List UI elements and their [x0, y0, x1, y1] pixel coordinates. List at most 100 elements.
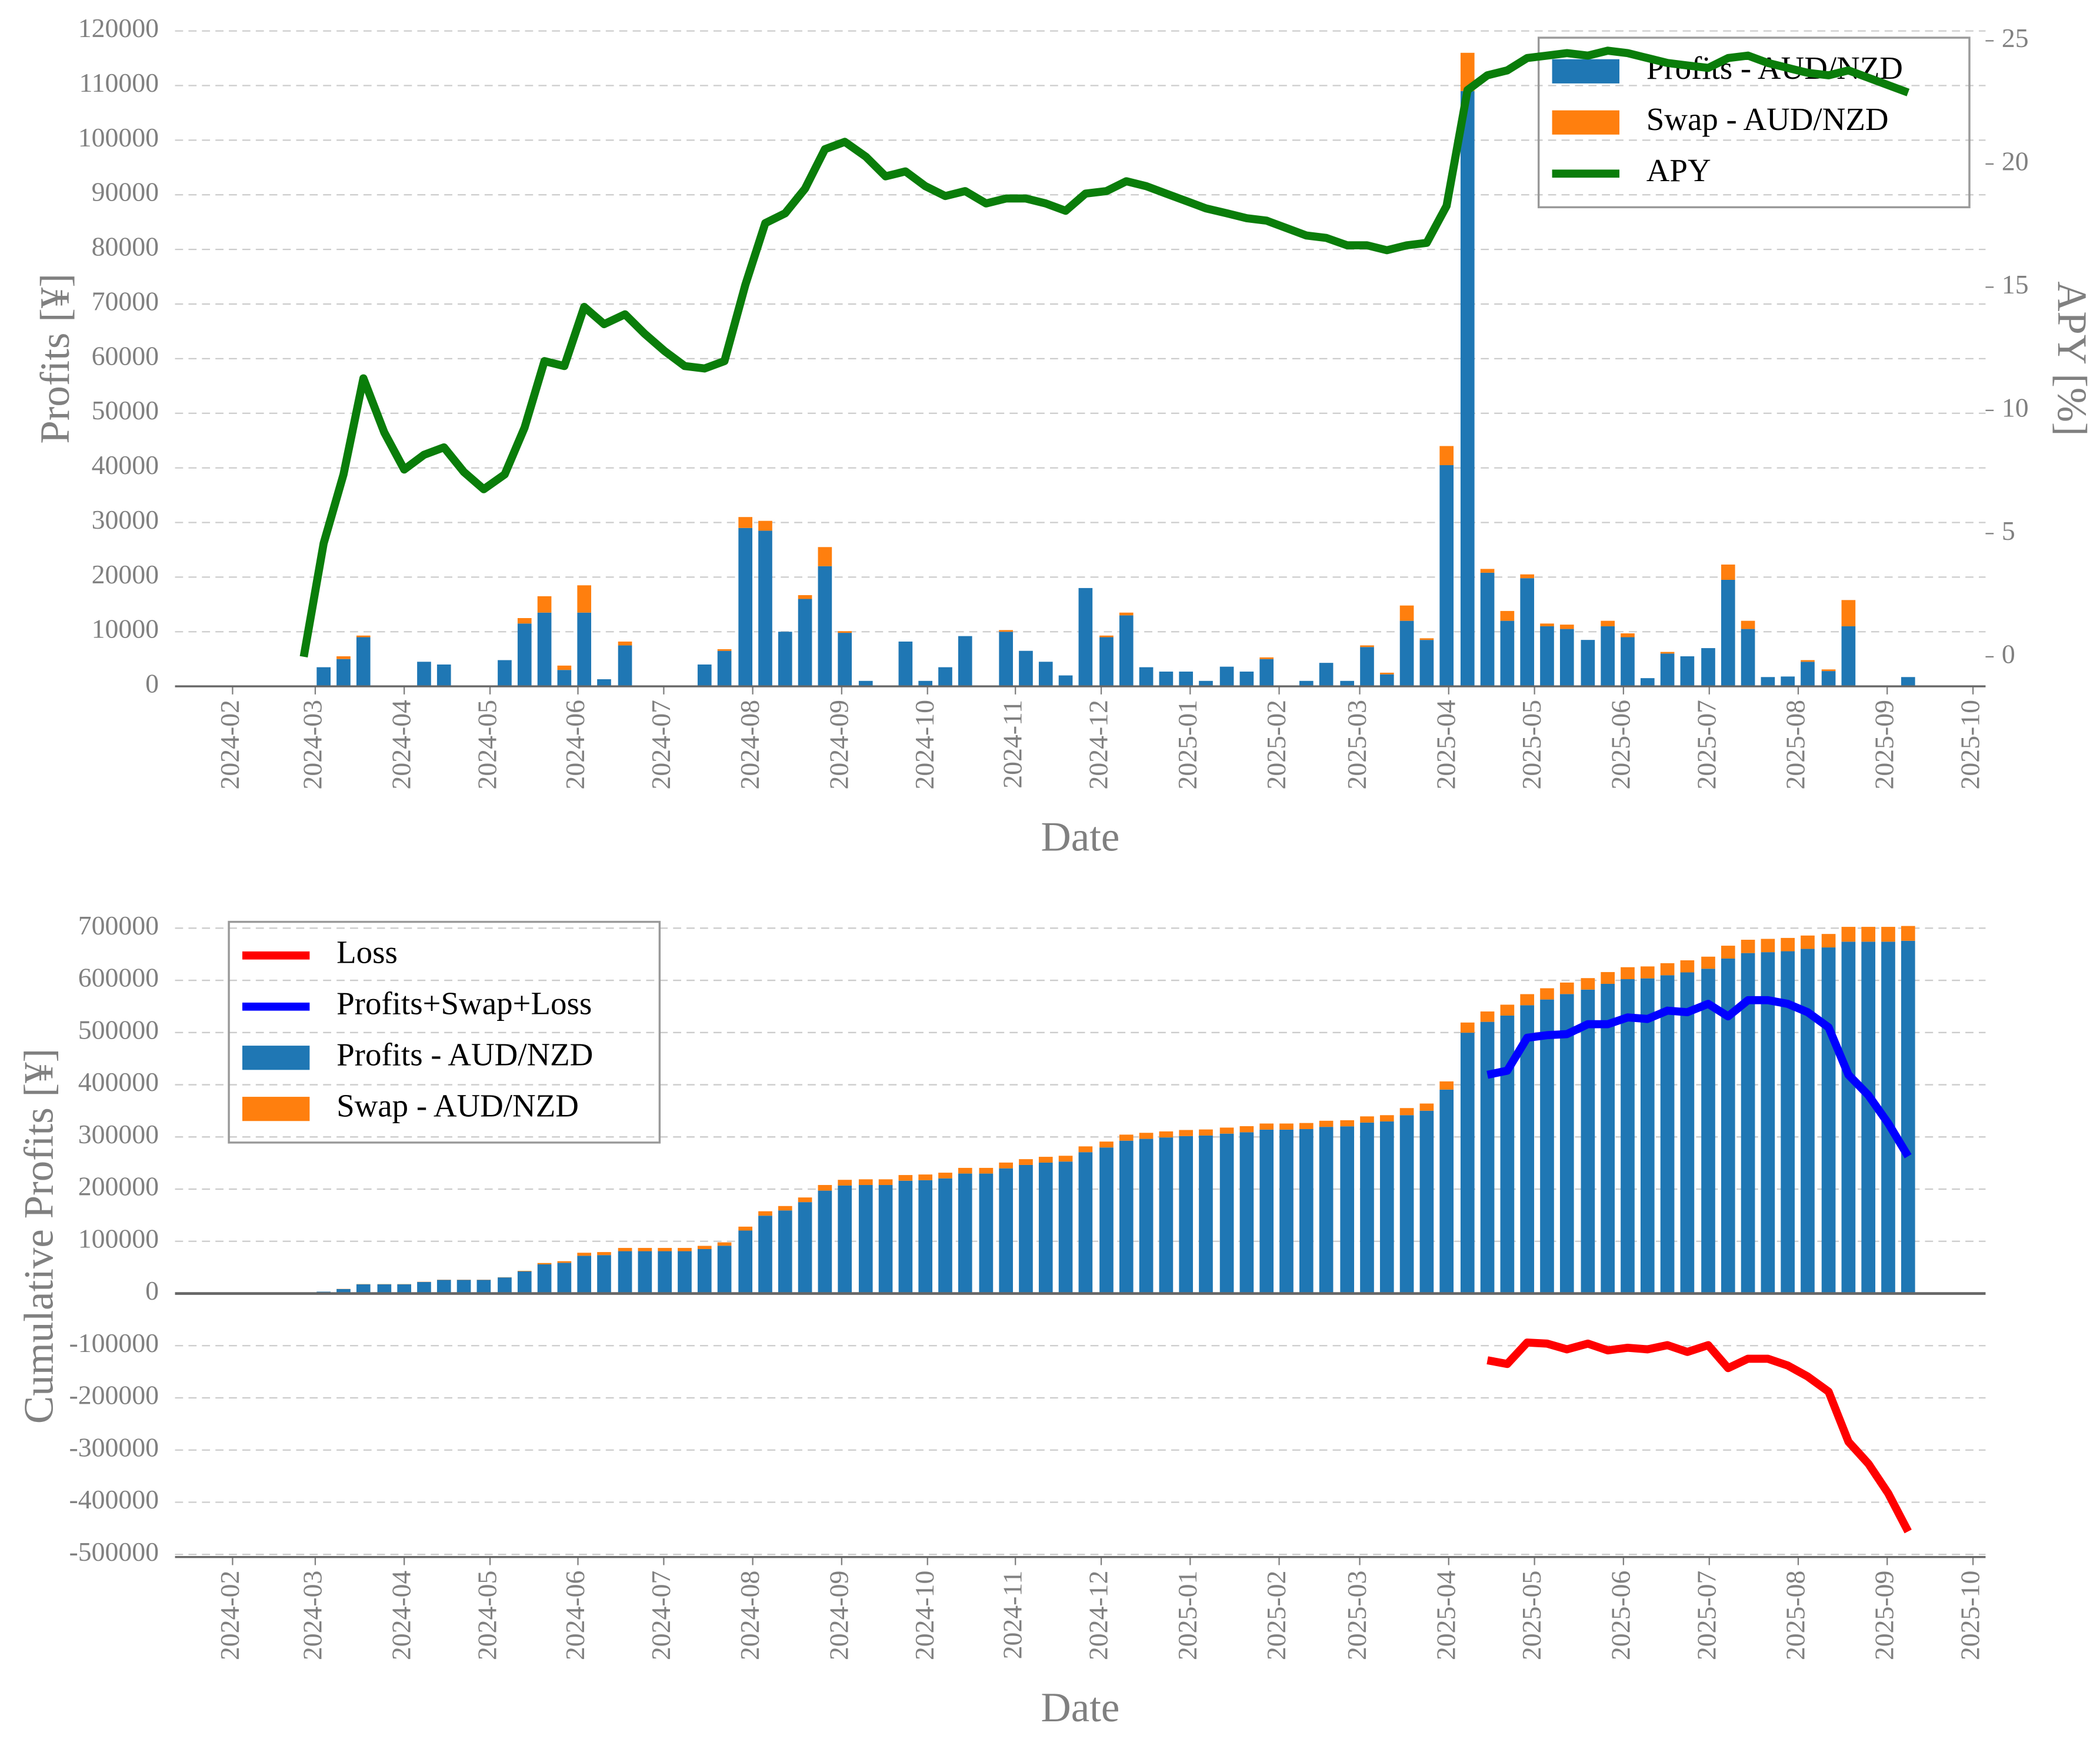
bar [958, 636, 972, 687]
bar [1038, 1157, 1053, 1163]
bar [1701, 969, 1715, 1294]
y-tick-label: 0 [145, 1276, 159, 1306]
bar [356, 635, 371, 637]
x-tick-label: 2024-10 [909, 700, 939, 789]
bar [476, 1280, 491, 1294]
bar [758, 520, 772, 531]
y2-tick-label: 20 [2002, 146, 2029, 176]
bar [1099, 1141, 1114, 1148]
bar [858, 1179, 873, 1186]
bar [918, 1180, 933, 1294]
bar [1139, 1139, 1154, 1294]
x-tick-label: 2025-01 [1172, 700, 1202, 789]
bar [1520, 578, 1535, 687]
bar [1901, 926, 1915, 941]
y-tick-label: 110000 [79, 68, 159, 98]
bar [979, 1167, 994, 1174]
bar [638, 1248, 652, 1251]
bar [898, 641, 913, 687]
bar [1119, 612, 1134, 616]
x-tick-label: 2024-08 [735, 1571, 765, 1661]
bar [498, 660, 512, 687]
bar [436, 1280, 451, 1294]
bar [1660, 975, 1675, 1294]
bar [417, 1282, 431, 1294]
bar [1500, 1015, 1515, 1294]
y-tick-label: 500000 [78, 1014, 159, 1044]
bar [1159, 1131, 1174, 1138]
bar [1379, 1121, 1394, 1294]
legend-swatch [1552, 59, 1620, 84]
bar [597, 1252, 611, 1256]
bar [356, 1284, 371, 1294]
bar [1419, 1103, 1434, 1111]
bar [979, 1173, 994, 1294]
bar [758, 1211, 772, 1216]
bar [778, 632, 792, 687]
bar [1239, 1132, 1254, 1294]
bar [878, 1179, 893, 1186]
y2-tick-label: 10 [2002, 392, 2029, 422]
bar [1721, 946, 1735, 959]
bar [1058, 675, 1073, 687]
bar [1159, 1137, 1174, 1294]
bar [1559, 625, 1574, 629]
x-tick-label: 2025-04 [1431, 1570, 1461, 1660]
bar [858, 1185, 873, 1294]
y2-tick-label: 25 [2002, 23, 2029, 53]
bar [1239, 672, 1254, 687]
bar [1861, 927, 1876, 942]
bar [1058, 1156, 1073, 1162]
y-tick-label: 90000 [92, 177, 159, 207]
y2-axis-label: APY [%] [2049, 281, 2095, 436]
bar [1601, 626, 1615, 687]
bar [1741, 953, 1755, 1294]
bar [577, 1253, 592, 1256]
bar [1801, 949, 1815, 1294]
bar [678, 1251, 692, 1294]
bar [1781, 937, 1795, 952]
bar [1801, 660, 1815, 662]
bar [336, 656, 351, 659]
bar [798, 1202, 812, 1294]
legend-label: Loss [336, 934, 398, 970]
line [299, 46, 1910, 658]
x-tick-label: 2025-07 [1691, 700, 1721, 789]
bar [838, 1180, 852, 1186]
bar [1340, 680, 1355, 687]
bar [1199, 1135, 1213, 1294]
bar [818, 566, 832, 687]
bar [618, 645, 632, 687]
x-tick-label: 2024-11 [998, 1571, 1028, 1660]
bar [1460, 1022, 1475, 1033]
bar [1821, 669, 1836, 672]
bar [1360, 645, 1374, 647]
bar [316, 667, 331, 687]
bar [1439, 1081, 1454, 1090]
x-tick-label: 2025-08 [1780, 1571, 1810, 1661]
legend-label: APY [1646, 152, 1711, 188]
bar [1500, 1004, 1515, 1016]
bar [537, 612, 552, 687]
bar [1540, 626, 1554, 687]
bar [958, 1167, 972, 1174]
bar [1319, 1127, 1334, 1294]
y-tick-label: 100000 [78, 122, 159, 152]
bar [717, 650, 732, 687]
bar [1099, 637, 1114, 687]
bar [1119, 1140, 1134, 1294]
bar [1581, 989, 1595, 1294]
y-tick-label: 40000 [92, 450, 159, 480]
bar [1119, 1134, 1134, 1141]
bar [1520, 1005, 1535, 1294]
bar [697, 1246, 712, 1250]
x-tick-label: 2025-10 [1955, 1571, 1985, 1661]
bar [898, 1180, 913, 1294]
bar [618, 641, 632, 646]
y-tick-label: 120000 [78, 13, 159, 43]
bar [1559, 994, 1574, 1294]
bar [958, 1173, 972, 1294]
x-tick-label: 2025-06 [1605, 1571, 1635, 1661]
bar [1761, 952, 1775, 1294]
bar [618, 1248, 632, 1251]
